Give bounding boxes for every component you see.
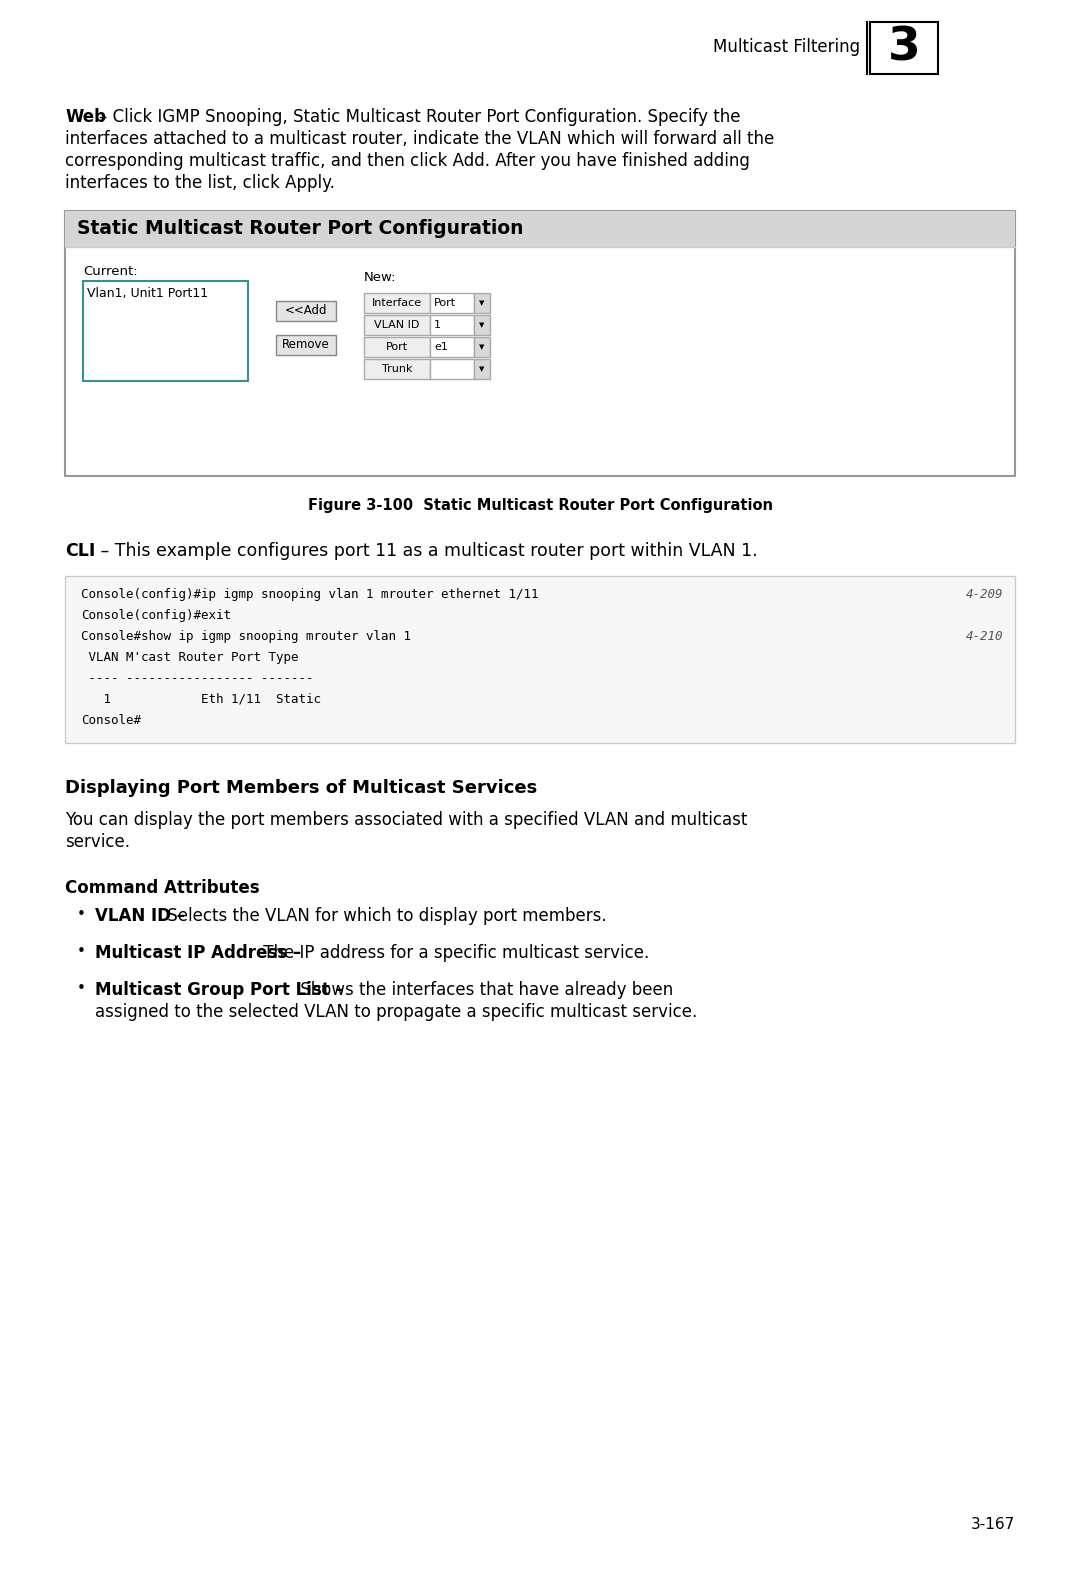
Text: VLAN ID –: VLAN ID –: [95, 907, 185, 925]
Text: Command Attributes: Command Attributes: [65, 879, 259, 896]
Text: Current:: Current:: [83, 265, 137, 278]
Text: <<Add: <<Add: [285, 305, 327, 317]
Bar: [364, 338, 430, 356]
Text: – Click IGMP Snooping, Static Multicast Router Port Configuration. Specify the: – Click IGMP Snooping, Static Multicast …: [99, 108, 741, 126]
Bar: [83, 281, 248, 382]
Text: interfaces to the list, click Apply.: interfaces to the list, click Apply.: [65, 174, 335, 192]
Text: ▼: ▼: [480, 322, 485, 328]
Bar: [364, 316, 430, 334]
Text: corresponding multicast traffic, and then click Add. After you have finished add: corresponding multicast traffic, and the…: [65, 152, 750, 170]
Bar: [364, 360, 430, 378]
Text: assigned to the selected VLAN to propagate a specific multicast service.: assigned to the selected VLAN to propaga…: [95, 1003, 698, 1022]
Bar: [276, 301, 336, 320]
Bar: [364, 294, 430, 312]
Text: Remove: Remove: [282, 339, 329, 352]
Text: •: •: [77, 944, 86, 959]
Bar: [474, 294, 490, 312]
Text: Console(config)#ip igmp snooping vlan 1 mrouter ethernet 1/11: Console(config)#ip igmp snooping vlan 1 …: [81, 589, 539, 601]
Text: 3-167: 3-167: [971, 1517, 1015, 1532]
Text: Selects the VLAN for which to display port members.: Selects the VLAN for which to display po…: [162, 907, 606, 925]
Text: Console(config)#exit: Console(config)#exit: [81, 609, 231, 622]
Text: – This example configures port 11 as a multicast router port within VLAN 1.: – This example configures port 11 as a m…: [95, 542, 758, 560]
Text: 4-209: 4-209: [966, 589, 1003, 601]
Text: ▼: ▼: [480, 344, 485, 350]
Text: Interface: Interface: [372, 298, 422, 308]
Bar: [276, 334, 336, 355]
Text: 4-210: 4-210: [966, 630, 1003, 644]
Text: 3: 3: [888, 25, 920, 71]
Bar: [65, 576, 1015, 743]
Text: Port: Port: [386, 342, 408, 352]
Text: service.: service.: [65, 834, 130, 851]
Text: ▼: ▼: [480, 366, 485, 372]
Text: You can display the port members associated with a specified VLAN and multicast: You can display the port members associa…: [65, 812, 747, 829]
Text: Vlan1, Unit1 Port11: Vlan1, Unit1 Port11: [87, 287, 208, 300]
Text: Figure 3-100  Static Multicast Router Port Configuration: Figure 3-100 Static Multicast Router Por…: [308, 498, 772, 513]
Text: The IP address for a specific multicast service.: The IP address for a specific multicast …: [258, 944, 649, 962]
Text: •: •: [77, 907, 86, 922]
Bar: [474, 338, 490, 356]
Text: Multicast Group Port List –: Multicast Group Port List –: [95, 981, 343, 1000]
Bar: [430, 338, 474, 356]
Bar: [474, 316, 490, 334]
Text: 1: 1: [434, 320, 441, 330]
Text: VLAN ID: VLAN ID: [375, 320, 420, 330]
Text: •: •: [77, 981, 86, 997]
Bar: [870, 22, 939, 74]
Bar: [474, 360, 490, 378]
Text: Multicast Filtering: Multicast Filtering: [713, 38, 860, 57]
Text: interfaces attached to a multicast router, indicate the VLAN which will forward : interfaces attached to a multicast route…: [65, 130, 774, 148]
Text: ---- ----------------- -------: ---- ----------------- -------: [81, 672, 313, 685]
Bar: [430, 360, 474, 378]
Text: New:: New:: [364, 272, 396, 284]
Bar: [430, 294, 474, 312]
Text: VLAN M'cast Router Port Type: VLAN M'cast Router Port Type: [81, 652, 298, 664]
Text: 1            Eth 1/11  Static: 1 Eth 1/11 Static: [81, 692, 321, 706]
Text: Console#show ip igmp snooping mrouter vlan 1: Console#show ip igmp snooping mrouter vl…: [81, 630, 411, 644]
Text: Console#: Console#: [81, 714, 141, 727]
Bar: [65, 210, 1015, 246]
Text: Static Multicast Router Port Configuration: Static Multicast Router Port Configurati…: [77, 220, 524, 239]
Bar: [430, 316, 474, 334]
Text: CLI: CLI: [65, 542, 95, 560]
Text: Multicast IP Address –: Multicast IP Address –: [95, 944, 301, 962]
Text: Web: Web: [65, 108, 106, 126]
Text: Trunk: Trunk: [381, 364, 413, 374]
Text: Shows the interfaces that have already been: Shows the interfaces that have already b…: [295, 981, 673, 1000]
Bar: [65, 210, 1015, 476]
Text: ▼: ▼: [480, 300, 485, 306]
Text: e1: e1: [434, 342, 448, 352]
Text: Port: Port: [434, 298, 456, 308]
Text: Displaying Port Members of Multicast Services: Displaying Port Members of Multicast Ser…: [65, 779, 537, 798]
